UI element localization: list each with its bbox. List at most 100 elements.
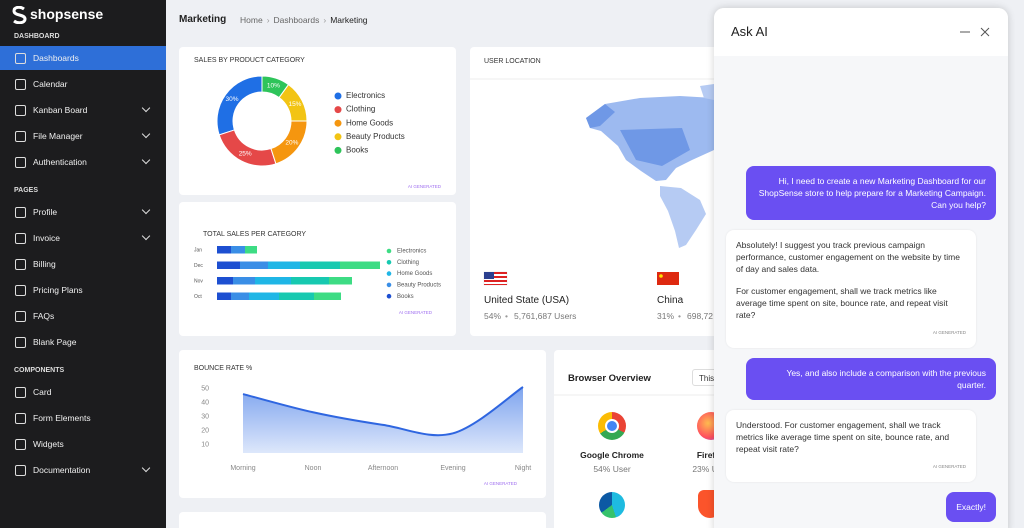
breadcrumb-item[interactable]: Home: [240, 15, 263, 25]
x-tick-label: Afternoon: [368, 465, 398, 472]
nav-item[interactable]: Calendar: [0, 72, 166, 96]
ai-message: Understood. For customer engagement, sha…: [726, 410, 976, 482]
message-text: Yes, and also include a comparison with …: [786, 368, 986, 390]
nav-label: Documentation: [33, 465, 91, 475]
nav-icon: [15, 105, 26, 116]
chrome-icon: [598, 412, 626, 440]
legend-label: Clothing: [346, 105, 375, 114]
nav-icon: [15, 53, 26, 64]
bar-segment: [249, 292, 279, 300]
bar-segment: [279, 292, 314, 300]
country-share: 31%: [657, 311, 675, 321]
bar-segment: [245, 246, 257, 254]
nav-item[interactable]: Blank Page: [0, 330, 166, 354]
brand[interactable]: shopsense: [30, 6, 104, 22]
sidebar: shopsense DASHBOARD Dashboards Calendar Kan…: [0, 0, 166, 528]
donut-segment: [261, 75, 290, 99]
legend-dot: [386, 260, 392, 265]
legend-dot: [334, 119, 342, 127]
legend-dot: [386, 271, 392, 276]
data-label: 20%: [285, 139, 298, 146]
bar-segment: [217, 277, 233, 285]
legend-label: Beauty Products: [346, 132, 405, 141]
nav-label: Form Elements: [33, 413, 91, 423]
nav-item[interactable]: Invoice: [0, 226, 166, 250]
nav-item[interactable]: Widgets: [0, 432, 166, 456]
breadcrumb: Home › Dashboards › Marketing: [240, 15, 368, 25]
line: [242, 386, 524, 437]
message-text: Exactly!: [956, 502, 986, 512]
nav-item[interactable]: Authentication: [0, 150, 166, 174]
browser-share: 54% User: [593, 464, 631, 474]
nav-icon: [15, 131, 26, 142]
nav-icon: [15, 413, 26, 424]
browser-name: Firefox: [696, 450, 726, 460]
legend-label: Home Goods: [397, 271, 432, 277]
breadcrumb-item: Marketing: [330, 15, 368, 25]
y-tick-label: 50: [201, 385, 209, 392]
user-message: Hi, I need to create a new Marketing Das…: [746, 166, 996, 220]
nav-item[interactable]: Billing: [0, 252, 166, 276]
nav-label: Card: [33, 387, 52, 397]
nav-item[interactable]: File Manager: [0, 124, 166, 148]
x-tick-label: Evening: [440, 465, 465, 472]
nav-item[interactable]: Pricing Plans: [0, 278, 166, 302]
footnote: AI GENERATED: [399, 310, 433, 315]
nav-item[interactable]: Kanban Board: [0, 98, 166, 122]
nav-label: FAQs: [33, 311, 55, 321]
nav-item[interactable]: Documentation: [0, 458, 166, 482]
legend-dot: [334, 92, 342, 100]
nav-item[interactable]: Form Elements: [0, 406, 166, 430]
bar-segment: [217, 246, 231, 254]
close-button[interactable]: [980, 27, 990, 37]
nav-label: Kanban Board: [33, 105, 88, 115]
section-title: COMPONENTS: [14, 367, 65, 374]
x-tick-label: Noon: [305, 465, 322, 472]
y-tick-label: 10: [201, 441, 209, 448]
data-label: 25%: [239, 151, 252, 158]
y-tick-label: Nov: [194, 278, 203, 284]
greenland: [700, 84, 714, 100]
chart-title: BOUNCE RATE %: [194, 365, 252, 372]
legend-label: Beauty Products: [397, 282, 441, 288]
bar-segment: [300, 261, 340, 269]
nav-icon: [15, 439, 26, 450]
nav-icon: [15, 79, 26, 90]
separator: ›: [323, 15, 327, 25]
message-text: Absolutely! I suggest you track previous…: [736, 240, 960, 274]
window-controls: [960, 27, 990, 37]
nav-icon: [15, 337, 26, 348]
chat-log: Hi, I need to create a new Marketing Das…: [726, 60, 996, 522]
nav-label: Widgets: [33, 439, 64, 449]
flag-usa: [483, 271, 508, 286]
footnote: AI GENERATED: [408, 184, 442, 189]
legend-dot: [334, 106, 342, 114]
message-text: Understood. For customer engagement, sha…: [736, 420, 950, 454]
nav-item[interactable]: FAQs: [0, 304, 166, 328]
nav-label: Blank Page: [33, 337, 77, 347]
nav-item[interactable]: Profile: [0, 200, 166, 224]
footnote: AI GENERATED: [484, 481, 518, 486]
bar-segment: [291, 277, 329, 285]
legend-dot: [386, 282, 392, 288]
x-tick-label: Night: [515, 465, 531, 472]
south-america: [660, 186, 706, 248]
bar-segment: [255, 277, 291, 285]
legend-label: Electronics: [346, 91, 385, 100]
separator: ›: [266, 15, 270, 25]
page-title: Marketing: [179, 14, 227, 25]
breadcrumb-item[interactable]: Dashboards: [273, 15, 320, 25]
user-message: Yes, and also include a comparison with …: [746, 358, 996, 400]
bar-segment: [233, 277, 255, 285]
section-title: PAGES: [14, 187, 38, 194]
bar-segment: [217, 292, 231, 300]
card-title: Browser Overview: [568, 373, 651, 384]
nav-item[interactable]: Card: [0, 380, 166, 404]
nav-icon: [15, 233, 26, 244]
y-tick-label: Oct: [194, 294, 202, 300]
nav-item[interactable]: Dashboards: [0, 46, 166, 70]
legend-dot: [334, 146, 342, 154]
nav-label: Invoice: [33, 233, 60, 243]
nav-icon: [15, 465, 26, 476]
